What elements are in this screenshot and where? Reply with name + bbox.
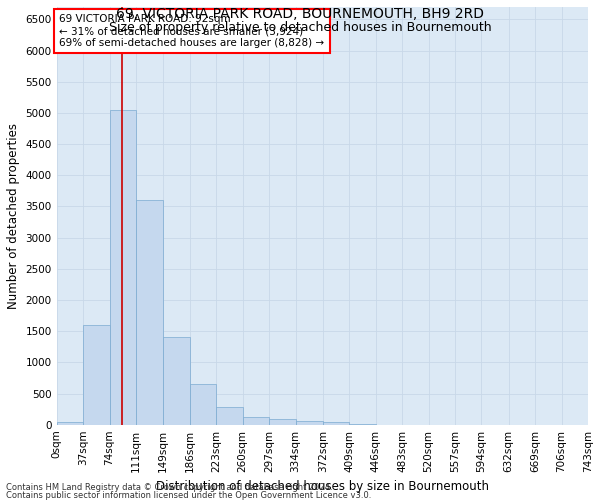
Bar bbox=[83, 325, 110, 424]
Text: 69, VICTORIA PARK ROAD, BOURNEMOUTH, BH9 2RD: 69, VICTORIA PARK ROAD, BOURNEMOUTH, BH9… bbox=[116, 8, 484, 22]
Bar bbox=[190, 384, 216, 424]
Bar bbox=[56, 422, 83, 424]
Bar bbox=[110, 110, 136, 424]
Text: 69 VICTORIA PARK ROAD: 92sqm
← 31% of detached houses are smaller (3,924)
69% of: 69 VICTORIA PARK ROAD: 92sqm ← 31% of de… bbox=[59, 14, 325, 48]
X-axis label: Distribution of detached houses by size in Bournemouth: Distribution of detached houses by size … bbox=[156, 480, 489, 493]
Text: Contains HM Land Registry data © Crown copyright and database right 2024.: Contains HM Land Registry data © Crown c… bbox=[6, 484, 332, 492]
Bar bbox=[216, 408, 242, 424]
Bar bbox=[269, 418, 296, 424]
Text: Contains public sector information licensed under the Open Government Licence v3: Contains public sector information licen… bbox=[6, 490, 371, 500]
Text: Size of property relative to detached houses in Bournemouth: Size of property relative to detached ho… bbox=[109, 21, 491, 34]
Bar bbox=[136, 200, 163, 424]
Bar bbox=[242, 416, 269, 424]
Bar bbox=[296, 420, 323, 424]
Y-axis label: Number of detached properties: Number of detached properties bbox=[7, 123, 20, 309]
Bar bbox=[163, 338, 190, 424]
Bar bbox=[323, 422, 349, 424]
